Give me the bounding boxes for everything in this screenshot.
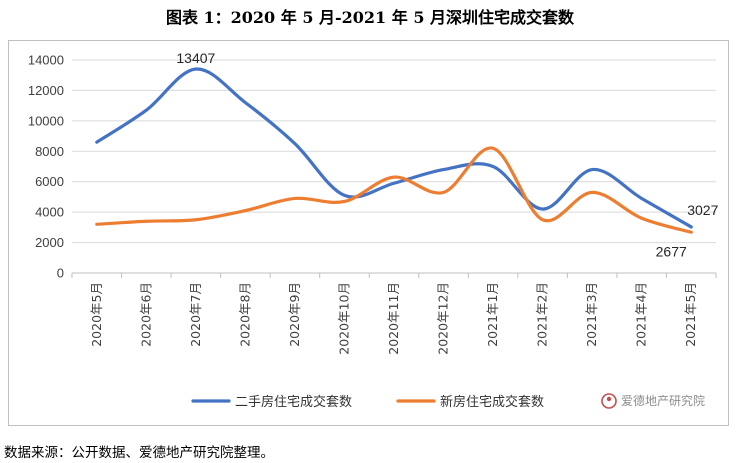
x-tick-label: 2021年4月 [634,282,649,347]
source-note: 数据来源：公开数据、爱德地产研究院整理。 [4,445,274,461]
chart-frame [8,40,729,426]
data-labels: 13407 3027 2677 [176,50,718,259]
x-tick-label: 2020年9月 [287,282,302,347]
y-tick-label: 8000 [35,144,64,159]
x-axis-ticks: 2020年5月 2020年6月 2020年7月 2020年8月 2020年9月 2020年… [71,273,717,355]
watermark: 爱德地产研究院 [601,393,705,409]
series-lines [95,67,693,234]
y-tick-label: 2000 [35,235,64,250]
x-tick-label: 2020年7月 [188,282,203,347]
y-axis-ticks: 0 2000 4000 6000 8000 10000 12000 14000 [28,53,64,281]
legend-label: 二手房住宅成交套数 [235,394,352,410]
y-tick-label: 0 [57,266,64,281]
data-label: 3027 [687,202,718,218]
y-tick-label: 10000 [28,113,64,128]
watermark-logo-icon [601,393,617,409]
y-tick-label: 14000 [28,53,64,68]
x-tick-label: 2020年6月 [138,282,153,347]
chart-title: 图表 1：2020 年 5 月-2021 年 5 月深圳住宅成交套数 [165,8,575,27]
data-label: 13407 [176,50,215,66]
y-tick-label: 6000 [35,174,64,189]
x-tick-label: 2021年3月 [584,282,599,347]
data-label: 2677 [656,243,687,259]
watermark-text: 爱德地产研究院 [621,393,705,408]
x-tick-label: 2021年1月 [485,282,500,347]
x-tick-label: 2020年5月 [89,282,104,347]
y-tick-label: 12000 [28,83,64,98]
x-tick-label: 2021年2月 [535,282,550,347]
x-tick-label: 2021年5月 [683,282,698,347]
legend-label: 新房住宅成交套数 [440,394,544,410]
x-tick-label: 2020年11月 [386,282,401,355]
grid-lines [72,59,716,274]
x-tick-label: 2020年12月 [436,282,451,355]
series-line-2 [95,146,693,234]
x-tick-label: 2020年10月 [336,282,351,355]
x-tick-label: 2020年8月 [237,282,252,347]
series-line-1 [95,67,693,229]
legend: 二手房住宅成交套数 新房住宅成交套数 [191,394,544,410]
y-tick-label: 4000 [35,205,64,220]
line-chart: 0 2000 4000 6000 8000 10000 12000 14000 2020年5月… [28,50,719,410]
